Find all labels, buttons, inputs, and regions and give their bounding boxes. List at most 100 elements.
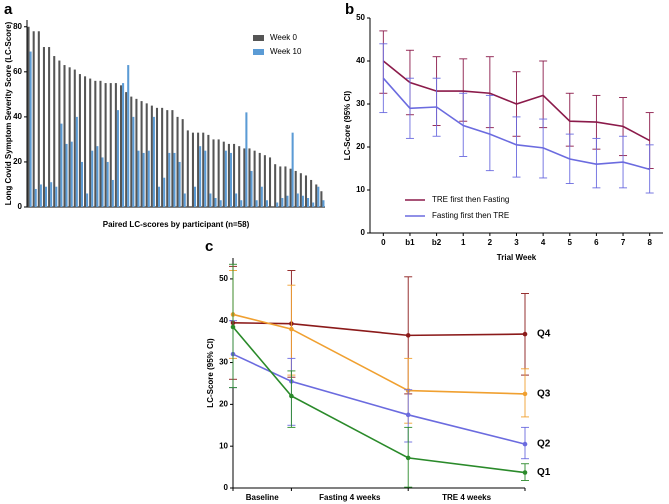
bar bbox=[299, 173, 302, 207]
bar bbox=[104, 83, 107, 207]
series-line bbox=[382, 60, 651, 142]
legend-swatch bbox=[253, 49, 264, 55]
bar bbox=[243, 148, 246, 207]
y-tick-label: 80 bbox=[13, 22, 22, 31]
bar bbox=[150, 105, 153, 207]
bar bbox=[178, 161, 181, 207]
x-tick-label: 7 bbox=[621, 238, 626, 247]
bar bbox=[176, 116, 179, 207]
point bbox=[289, 326, 294, 332]
point bbox=[405, 455, 411, 461]
bar bbox=[253, 150, 256, 207]
bar bbox=[29, 51, 32, 207]
point bbox=[522, 391, 528, 397]
x-tick-label: 4 bbox=[541, 238, 546, 247]
point bbox=[405, 412, 411, 418]
series-line bbox=[232, 322, 526, 337]
bar bbox=[91, 150, 94, 207]
series-label: Q1 bbox=[537, 467, 551, 478]
bar bbox=[224, 150, 227, 207]
bar bbox=[240, 200, 243, 207]
bar bbox=[32, 31, 35, 207]
point bbox=[230, 324, 236, 330]
y-tick-label: 10 bbox=[219, 441, 228, 450]
y-tick-label: 20 bbox=[219, 399, 228, 408]
point bbox=[522, 441, 528, 447]
x-tick-label: 1 bbox=[461, 238, 466, 247]
bar bbox=[250, 170, 253, 207]
bar bbox=[163, 177, 166, 207]
bar bbox=[294, 170, 297, 207]
bar bbox=[125, 92, 128, 207]
bar bbox=[68, 67, 71, 207]
bar bbox=[145, 103, 148, 207]
bar bbox=[204, 150, 207, 207]
bar bbox=[135, 98, 138, 207]
bar bbox=[320, 191, 323, 207]
bar bbox=[258, 152, 261, 207]
bar bbox=[248, 148, 251, 207]
x-period-label: TRE 4 weeks bbox=[442, 493, 491, 502]
bar bbox=[101, 157, 104, 207]
bar bbox=[315, 184, 318, 207]
bar bbox=[48, 47, 51, 207]
y-tick-label: 40 bbox=[356, 56, 365, 65]
x-tick-label: 5 bbox=[568, 238, 573, 247]
bar bbox=[132, 116, 135, 207]
bar bbox=[207, 134, 210, 207]
error-bar bbox=[512, 116, 521, 178]
point bbox=[522, 331, 528, 337]
bar bbox=[142, 152, 145, 207]
bar bbox=[263, 155, 266, 207]
bar bbox=[127, 65, 130, 207]
bar bbox=[114, 83, 117, 207]
bar bbox=[171, 110, 174, 207]
bar bbox=[222, 141, 225, 207]
bar bbox=[119, 85, 123, 207]
bar bbox=[286, 195, 289, 207]
bar bbox=[65, 143, 68, 207]
bar bbox=[304, 175, 308, 207]
y-axis-label: Long Covid Symptom Severity Score (LC-Sc… bbox=[4, 21, 13, 205]
series-line bbox=[232, 326, 526, 474]
bar bbox=[260, 186, 263, 207]
bar bbox=[301, 195, 304, 207]
bar bbox=[99, 80, 102, 207]
y-tick-label: 30 bbox=[219, 358, 228, 367]
bar bbox=[60, 123, 63, 207]
bar bbox=[229, 152, 233, 207]
panel-label: b bbox=[345, 1, 354, 18]
bar bbox=[94, 80, 97, 207]
bar bbox=[274, 164, 277, 207]
point bbox=[289, 393, 294, 399]
bar bbox=[137, 150, 140, 207]
panel-label: a bbox=[4, 1, 13, 18]
bar bbox=[44, 186, 48, 207]
bar bbox=[235, 193, 238, 207]
bar bbox=[53, 56, 56, 208]
bar bbox=[312, 202, 315, 207]
bar bbox=[289, 168, 292, 207]
bar bbox=[197, 132, 200, 207]
panel-label: c bbox=[205, 238, 213, 255]
bar bbox=[50, 182, 53, 207]
y-tick-label: 50 bbox=[219, 274, 228, 283]
bar bbox=[111, 179, 114, 207]
y-tick-label: 50 bbox=[356, 13, 365, 22]
bar bbox=[317, 186, 320, 207]
bar bbox=[233, 143, 236, 207]
bar bbox=[268, 157, 272, 207]
x-tick-label: b1 bbox=[405, 238, 415, 247]
series-label: Q2 bbox=[537, 439, 551, 450]
legend-label: TRE first then Fasting bbox=[432, 195, 509, 204]
x-axis-label: Trial Week bbox=[497, 253, 537, 262]
series-line bbox=[232, 313, 526, 395]
bar bbox=[310, 179, 313, 207]
bar bbox=[75, 116, 78, 207]
bar bbox=[84, 76, 87, 207]
legend-swatch bbox=[253, 35, 264, 41]
bar bbox=[161, 107, 164, 207]
error-bar bbox=[539, 60, 548, 129]
bar bbox=[89, 78, 92, 208]
